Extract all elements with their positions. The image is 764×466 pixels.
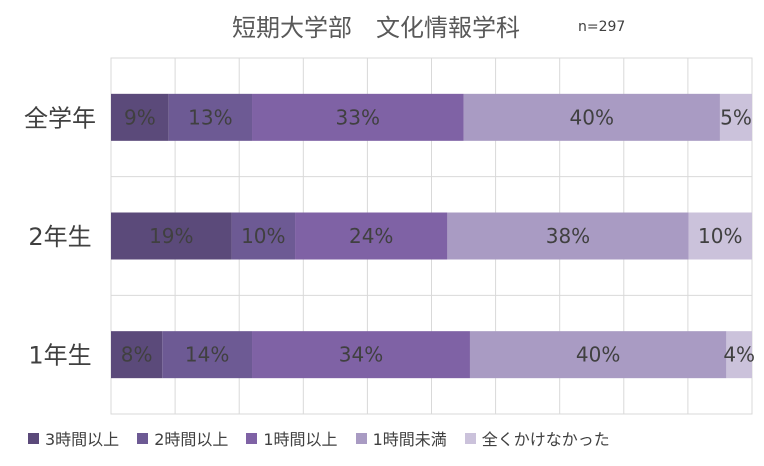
- legend-label: 1時間未満: [372, 430, 447, 449]
- sample-size-label: n=297: [578, 19, 626, 35]
- data-label: 34%: [339, 343, 383, 367]
- category-label: 1年生: [28, 342, 91, 370]
- legend-item: 1時間未満: [355, 426, 447, 450]
- bar-segment: [162, 331, 253, 379]
- bar-segment: [688, 212, 752, 260]
- bar-segment: [111, 93, 169, 141]
- data-label: 38%: [546, 224, 590, 248]
- legend-item: 3時間以上: [28, 426, 119, 450]
- legend-swatch: [464, 432, 476, 444]
- bar-segment: [111, 212, 232, 260]
- data-label: 10%: [241, 224, 285, 248]
- data-label: 4%: [723, 343, 755, 367]
- data-label: 40%: [576, 343, 620, 367]
- bar-segment: [447, 212, 689, 260]
- legend-item: 1時間以上: [246, 426, 338, 450]
- legend-swatch: [246, 432, 258, 444]
- legend-label: 1時間以上: [263, 430, 338, 449]
- category-label: 全学年: [24, 104, 96, 132]
- bar-segment: [168, 93, 253, 141]
- bar-segment: [719, 93, 752, 141]
- legend-label: 2時間以上: [154, 430, 229, 449]
- legend-label: 全くかけなかった: [481, 430, 610, 449]
- chart-title-area: 短期大学部 文化情報学科 n=297: [0, 8, 764, 44]
- legend-swatch: [137, 432, 149, 444]
- data-label: 9%: [124, 105, 156, 129]
- bar-segment: [469, 331, 727, 379]
- legend-label: 3時間以上: [45, 430, 120, 449]
- category-label: 2年生: [28, 223, 91, 251]
- legend-item: 2時間以上: [137, 426, 228, 450]
- data-label: 24%: [349, 224, 393, 248]
- chart-legend: 3時間以上 2時間以上 1時間以上 1時間未満 全くかけなかった: [28, 427, 628, 449]
- chart-title: 短期大学部 文化情報学科: [232, 14, 520, 42]
- data-label: 5%: [720, 105, 752, 129]
- bar-segment: [252, 331, 470, 379]
- data-label: 40%: [570, 105, 614, 129]
- bar-segment: [295, 212, 448, 260]
- bar-segment: [463, 93, 720, 141]
- bar-segment: [111, 331, 163, 379]
- legend-swatch: [28, 432, 39, 444]
- data-label: 10%: [698, 224, 742, 248]
- data-label: 14%: [185, 343, 229, 367]
- data-label: 8%: [121, 343, 153, 367]
- bar-segment: [231, 212, 296, 260]
- data-label: 13%: [188, 105, 232, 129]
- legend-swatch: [355, 432, 367, 444]
- legend-item: 全くかけなかった: [464, 426, 610, 450]
- bar-segment: [726, 331, 752, 379]
- data-label: 33%: [336, 105, 380, 129]
- bar-segment: [252, 93, 464, 141]
- data-label: 19%: [149, 224, 193, 248]
